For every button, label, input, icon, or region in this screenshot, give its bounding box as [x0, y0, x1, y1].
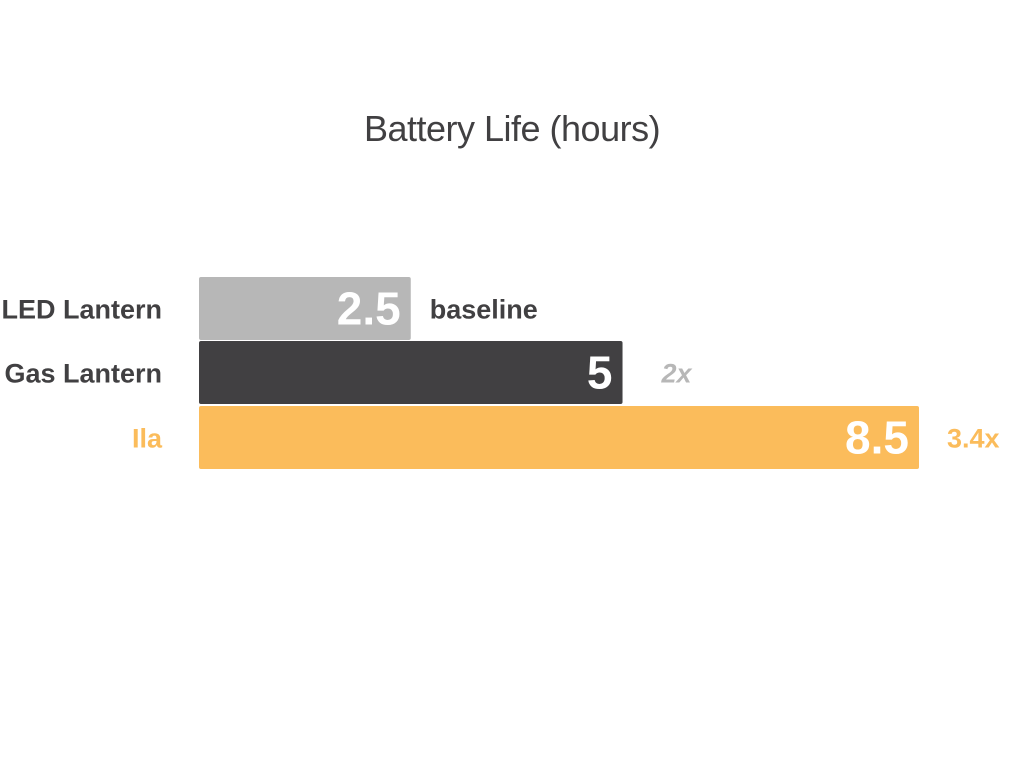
category-label: Ila	[132, 424, 163, 454]
annotation-label: 2x	[661, 359, 693, 389]
chart-title: Battery Life (hours)	[363, 108, 661, 149]
bar	[199, 406, 919, 469]
value-label: 5	[587, 347, 613, 399]
annotation-label: baseline	[430, 295, 538, 325]
annotation-label: 3.4x	[947, 424, 1000, 454]
value-label: 8.5	[845, 412, 909, 464]
category-label: Gas Lantern	[4, 359, 162, 389]
bar	[199, 277, 411, 340]
value-label: 2.5	[337, 283, 401, 335]
bar	[199, 341, 623, 404]
category-label: LED Lantern	[1, 295, 162, 325]
